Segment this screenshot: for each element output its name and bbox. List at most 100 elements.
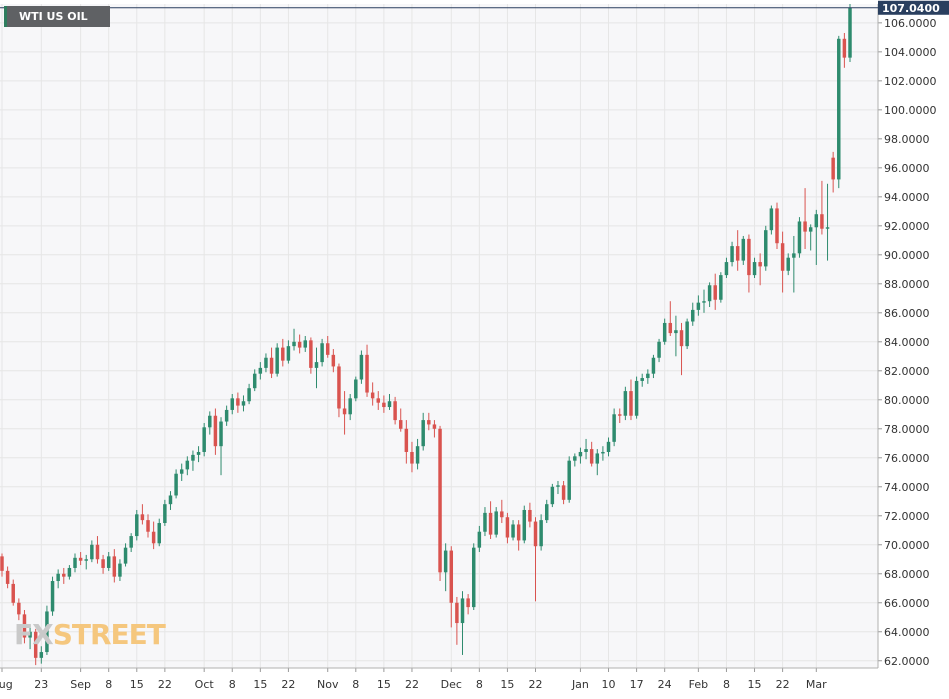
candle-body — [842, 38, 847, 58]
candle-body — [73, 557, 77, 568]
candle-body — [848, 7, 852, 58]
candle-body — [415, 446, 420, 464]
candle-body — [724, 262, 729, 276]
x-tick-label: Nov — [317, 678, 339, 691]
candle-body — [797, 221, 802, 254]
last-price-label: 107.0400 — [882, 2, 940, 15]
candle-body — [393, 401, 397, 421]
candle-body — [634, 380, 639, 416]
candle-body — [118, 563, 122, 577]
y-tick-label: 92.0000 — [884, 220, 930, 233]
symbol-label[interactable]: WTI US OIL — [4, 6, 110, 27]
candle-body — [208, 415, 212, 428]
y-tick-label: 102.0000 — [884, 75, 937, 88]
candle-body — [33, 631, 38, 658]
candle-body — [213, 415, 218, 447]
x-tick-label: 23 — [34, 678, 48, 691]
candle-body — [354, 379, 358, 399]
candle-body — [719, 275, 723, 300]
candle-body — [651, 357, 656, 374]
candle-body — [404, 428, 409, 452]
candle-body — [545, 504, 549, 521]
candle-body — [382, 402, 386, 408]
candle-body — [292, 341, 296, 347]
y-tick-label: 94.0000 — [884, 191, 930, 204]
candle-body — [264, 357, 268, 368]
candle-body — [466, 598, 470, 608]
candle-body — [241, 401, 246, 406]
y-tick-label: 88.0000 — [884, 278, 930, 291]
x-tick-label: 10 — [602, 678, 616, 691]
candle-body — [623, 391, 628, 416]
candle-body — [561, 485, 566, 500]
candle-body — [196, 451, 201, 455]
candle-body — [427, 420, 431, 425]
candle-body — [191, 454, 195, 461]
y-tick-label: 72.0000 — [884, 510, 930, 523]
candle-body — [556, 485, 560, 487]
x-tick-label: 15 — [130, 678, 144, 691]
candle-body — [584, 449, 588, 452]
x-tick-label: Oct — [195, 678, 215, 691]
candle-body — [348, 398, 352, 415]
candle-body — [837, 38, 841, 180]
y-tick-label: 78.0000 — [884, 423, 930, 436]
candle-body — [550, 486, 555, 505]
y-tick-label: 86.0000 — [884, 307, 930, 320]
candle-body — [500, 511, 504, 518]
candle-body — [101, 559, 105, 568]
candle-body — [151, 531, 156, 544]
y-tick-label: 66.0000 — [884, 597, 930, 610]
candle-body — [443, 550, 448, 573]
candle-body — [814, 214, 819, 228]
x-tick-label: 8 — [105, 678, 112, 691]
candle-body — [455, 602, 459, 624]
candle-body — [219, 421, 223, 447]
candle-body — [112, 556, 117, 577]
candle-body — [230, 398, 234, 410]
candle-body — [752, 262, 757, 276]
candle-body — [39, 652, 44, 658]
x-tick-label: 8 — [476, 678, 483, 691]
candle-body — [421, 420, 425, 447]
candle-body — [387, 401, 392, 408]
candle-body — [438, 428, 442, 573]
candle-body — [410, 451, 414, 464]
candle-body — [146, 520, 150, 532]
x-tick-label: 8 — [352, 678, 359, 691]
candle-body — [28, 631, 32, 638]
candle-body — [67, 567, 72, 577]
candle-body — [252, 373, 257, 389]
x-tick-label: 22 — [281, 678, 295, 691]
candle-body — [533, 521, 538, 547]
y-tick-label: 96.0000 — [884, 162, 930, 175]
y-tick-label: 76.0000 — [884, 452, 930, 465]
candle-body — [432, 424, 437, 429]
candle-body — [314, 362, 319, 368]
x-tick-label: 15 — [377, 678, 391, 691]
candle-body — [168, 495, 173, 505]
candle-body — [376, 398, 381, 403]
candle-body — [516, 524, 521, 541]
candle-body — [707, 285, 712, 302]
candle-body — [735, 246, 740, 261]
candle-body — [471, 547, 476, 608]
candle-body — [342, 408, 347, 415]
candle-body — [646, 373, 650, 379]
x-tick-label: Sep — [70, 678, 91, 691]
candle-body — [578, 451, 583, 457]
candle-body — [786, 257, 790, 271]
candle-body — [5, 570, 10, 584]
candle-body — [629, 391, 633, 416]
candle-body — [90, 544, 94, 560]
y-tick-label: 84.0000 — [884, 336, 930, 349]
candle-body — [483, 512, 487, 532]
candle-body — [320, 343, 324, 363]
candle-body — [140, 514, 145, 521]
candle-body — [45, 611, 49, 653]
candle-body — [179, 469, 184, 474]
candle-body — [56, 573, 60, 582]
candle-body — [662, 322, 667, 342]
candle-body — [78, 557, 83, 561]
